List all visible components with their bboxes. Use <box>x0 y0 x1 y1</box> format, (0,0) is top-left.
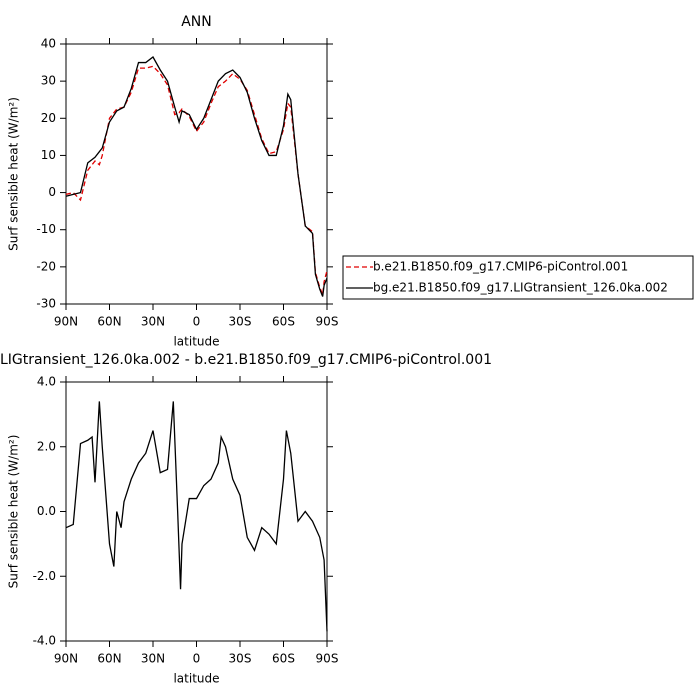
x-tick-label: 90S <box>316 652 339 666</box>
y-tick-label: 40 <box>41 37 56 51</box>
x-tick-label: 90N <box>54 652 78 666</box>
data-line <box>65 65 328 295</box>
x-tick-label: 30S <box>229 315 252 329</box>
y-tick-label: 20 <box>41 111 56 125</box>
x-tick-label: 30S <box>229 652 252 666</box>
y-tick-label: -10 <box>36 222 56 236</box>
x-axis-label: latitude <box>173 672 219 686</box>
y-tick-label: 2.0 <box>37 439 56 453</box>
y-tick-label: 0 <box>48 185 56 199</box>
x-axis-label: latitude <box>173 335 219 349</box>
plot-frame <box>65 43 328 305</box>
x-tick-label: 90S <box>316 315 339 329</box>
y-tick-label: 10 <box>41 148 56 162</box>
y-tick-label: -30 <box>36 297 56 311</box>
data-line <box>65 56 328 297</box>
y-axis-label: Surf sensible heat (W/m²) <box>7 97 21 251</box>
chart-title: ANN <box>181 14 212 30</box>
y-tick-label: -4.0 <box>33 634 56 648</box>
legend-label: bg.e21.B1850.f09_g17.LIGtransient_126.0k… <box>373 281 668 295</box>
x-tick-label: 60N <box>97 652 121 666</box>
x-tick-label: 30N <box>141 652 165 666</box>
x-tick-label: 60S <box>272 652 295 666</box>
legend-label: b.e21.B1850.f09_g17.CMIP6-piControl.001 <box>373 260 628 274</box>
x-tick-label: 60N <box>97 315 121 329</box>
y-axis-label: Surf sensible heat (W/m²) <box>7 435 21 589</box>
y-tick-label: 0.0 <box>37 504 56 518</box>
y-tick-label: 4.0 <box>37 375 56 389</box>
y-tick-label: -2.0 <box>33 569 56 583</box>
x-tick-label: 30N <box>141 315 165 329</box>
plot-frame <box>65 381 328 642</box>
x-tick-label: 0 <box>193 652 201 666</box>
y-tick-label: 30 <box>41 74 56 88</box>
data-line <box>65 401 328 632</box>
chart-title: LIGtransient_126.0ka.002 - b.e21.B1850.f… <box>0 352 492 368</box>
y-tick-label: -20 <box>36 259 56 273</box>
x-tick-label: 0 <box>193 315 201 329</box>
legend-box <box>342 255 694 300</box>
x-tick-label: 90N <box>54 315 78 329</box>
x-tick-label: 60S <box>272 315 295 329</box>
